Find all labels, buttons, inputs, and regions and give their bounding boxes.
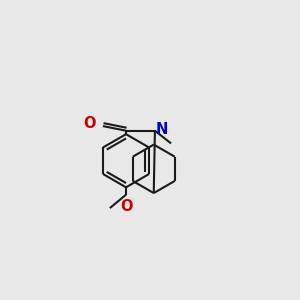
Text: O: O bbox=[83, 116, 96, 131]
Text: N: N bbox=[156, 122, 168, 137]
Text: O: O bbox=[120, 199, 132, 214]
